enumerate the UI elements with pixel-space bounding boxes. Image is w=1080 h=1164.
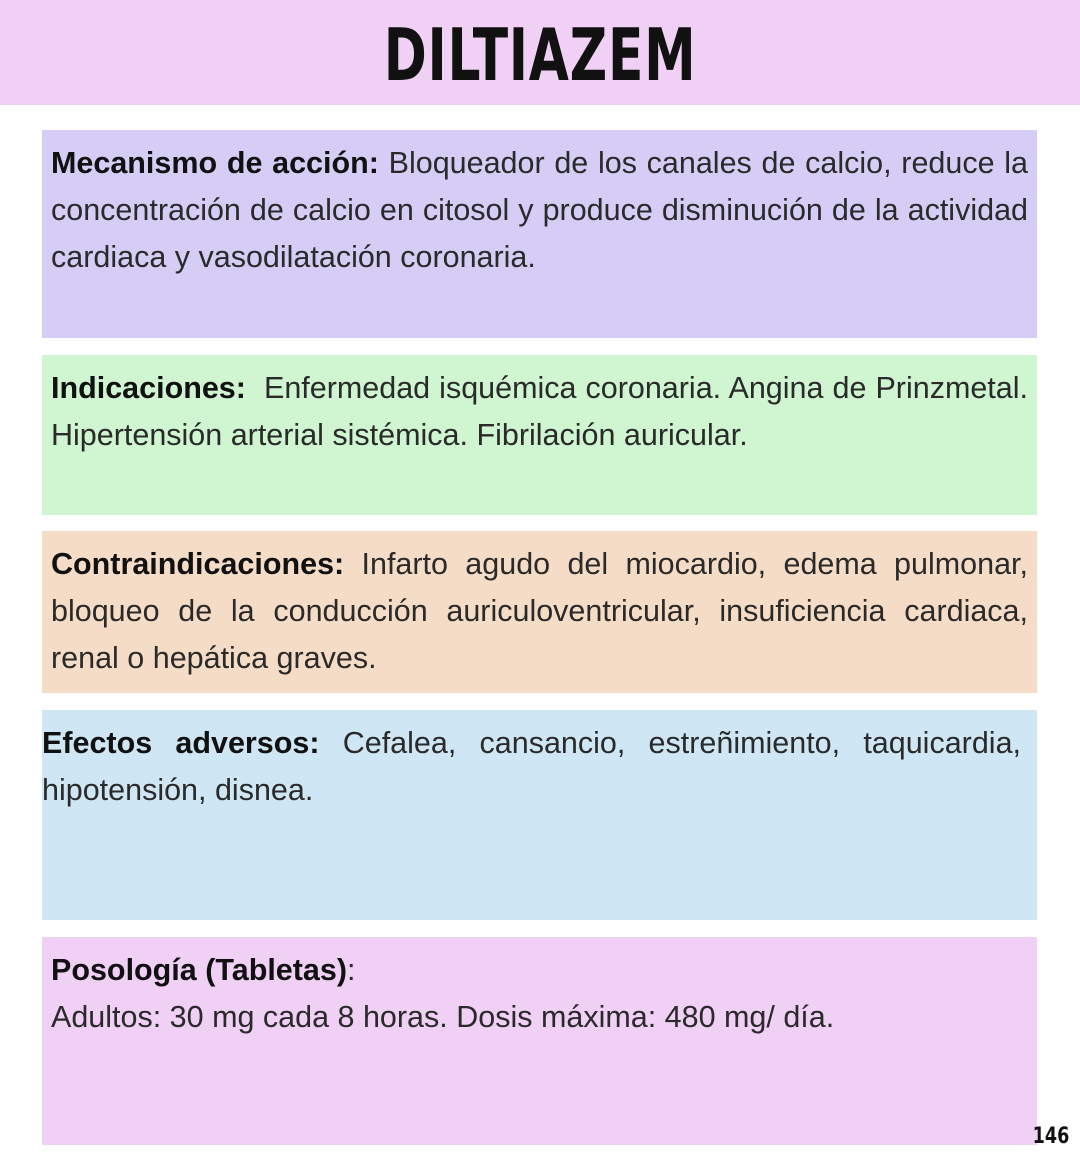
section-label: Indicaciones: [51, 371, 246, 405]
section-contraindications: Contraindicaciones: Infarto agudo del mi… [42, 531, 1037, 693]
section-dosage: Posología (Tabletas): Adultos: 30 mg cada… [42, 937, 1037, 1145]
section-label: Contraindicaciones: [51, 547, 345, 581]
section-label: Mecanismo de acción: [51, 146, 379, 180]
section-adverse-effects: Efectos adversos: Cefalea, cansancio, es… [42, 710, 1037, 920]
section-label: Posología (Tabletas) [51, 953, 348, 987]
section-indications: Indicaciones: Enfermedad isquémica coron… [42, 355, 1037, 515]
section-mechanism: Mecanismo de acción: Bloqueador de los c… [42, 130, 1037, 338]
section-text: Enfermedad isquémica coronaria. Angina d… [51, 371, 1037, 452]
title-banner: DILTIAZEM [0, 0, 1080, 105]
page-number: 146 [1032, 1124, 1070, 1149]
section-label: Efectos adversos: [42, 726, 320, 760]
section-text: Cefalea, cansancio, estreñimiento, taqui… [42, 726, 1022, 807]
page-title: DILTIAZEM [383, 12, 697, 97]
section-text: Bloqueador de los canales de calcio, red… [51, 146, 1028, 274]
section-text: Adultos: 30 mg cada 8 horas. Dosis máxim… [51, 1000, 835, 1034]
section-label-suffix: : [347, 953, 356, 987]
section-text: Infarto agudo del miocardio, edema pulmo… [51, 547, 1028, 675]
